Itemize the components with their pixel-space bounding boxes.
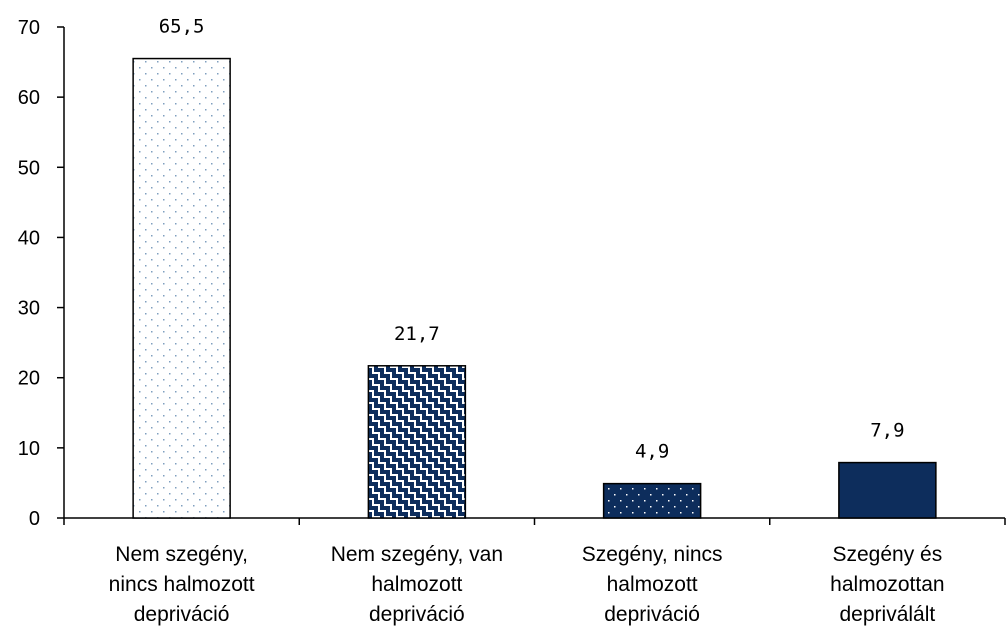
y-tick-label: 10 (18, 438, 40, 460)
y-tick-label: 60 (18, 87, 40, 109)
y-tick-label: 70 (18, 17, 40, 39)
y-tick-label: 30 (18, 298, 40, 320)
bar (602, 482, 702, 519)
x-category-label: Szegény és halmozottan depriválált (830, 543, 945, 626)
x-category-label: Nem szegény, nincs halmozott depriváció (108, 543, 255, 626)
x-category-label: Nem szegény, van halmozott depriváció (330, 543, 504, 626)
bar (132, 57, 231, 519)
data-label: 4,9 (635, 441, 669, 463)
data-label: 7,9 (870, 420, 904, 442)
bar (367, 365, 467, 519)
y-tick-label: 20 (18, 368, 40, 390)
data-label: 65,5 (159, 16, 205, 38)
y-tick-label: 50 (18, 157, 40, 179)
x-category-label: Szegény, nincs halmozott depriváció (581, 543, 723, 626)
data-label: 21,7 (394, 323, 440, 345)
y-tick-label: 0 (29, 508, 40, 530)
y-tick-label: 40 (18, 227, 40, 249)
bar (838, 461, 937, 519)
